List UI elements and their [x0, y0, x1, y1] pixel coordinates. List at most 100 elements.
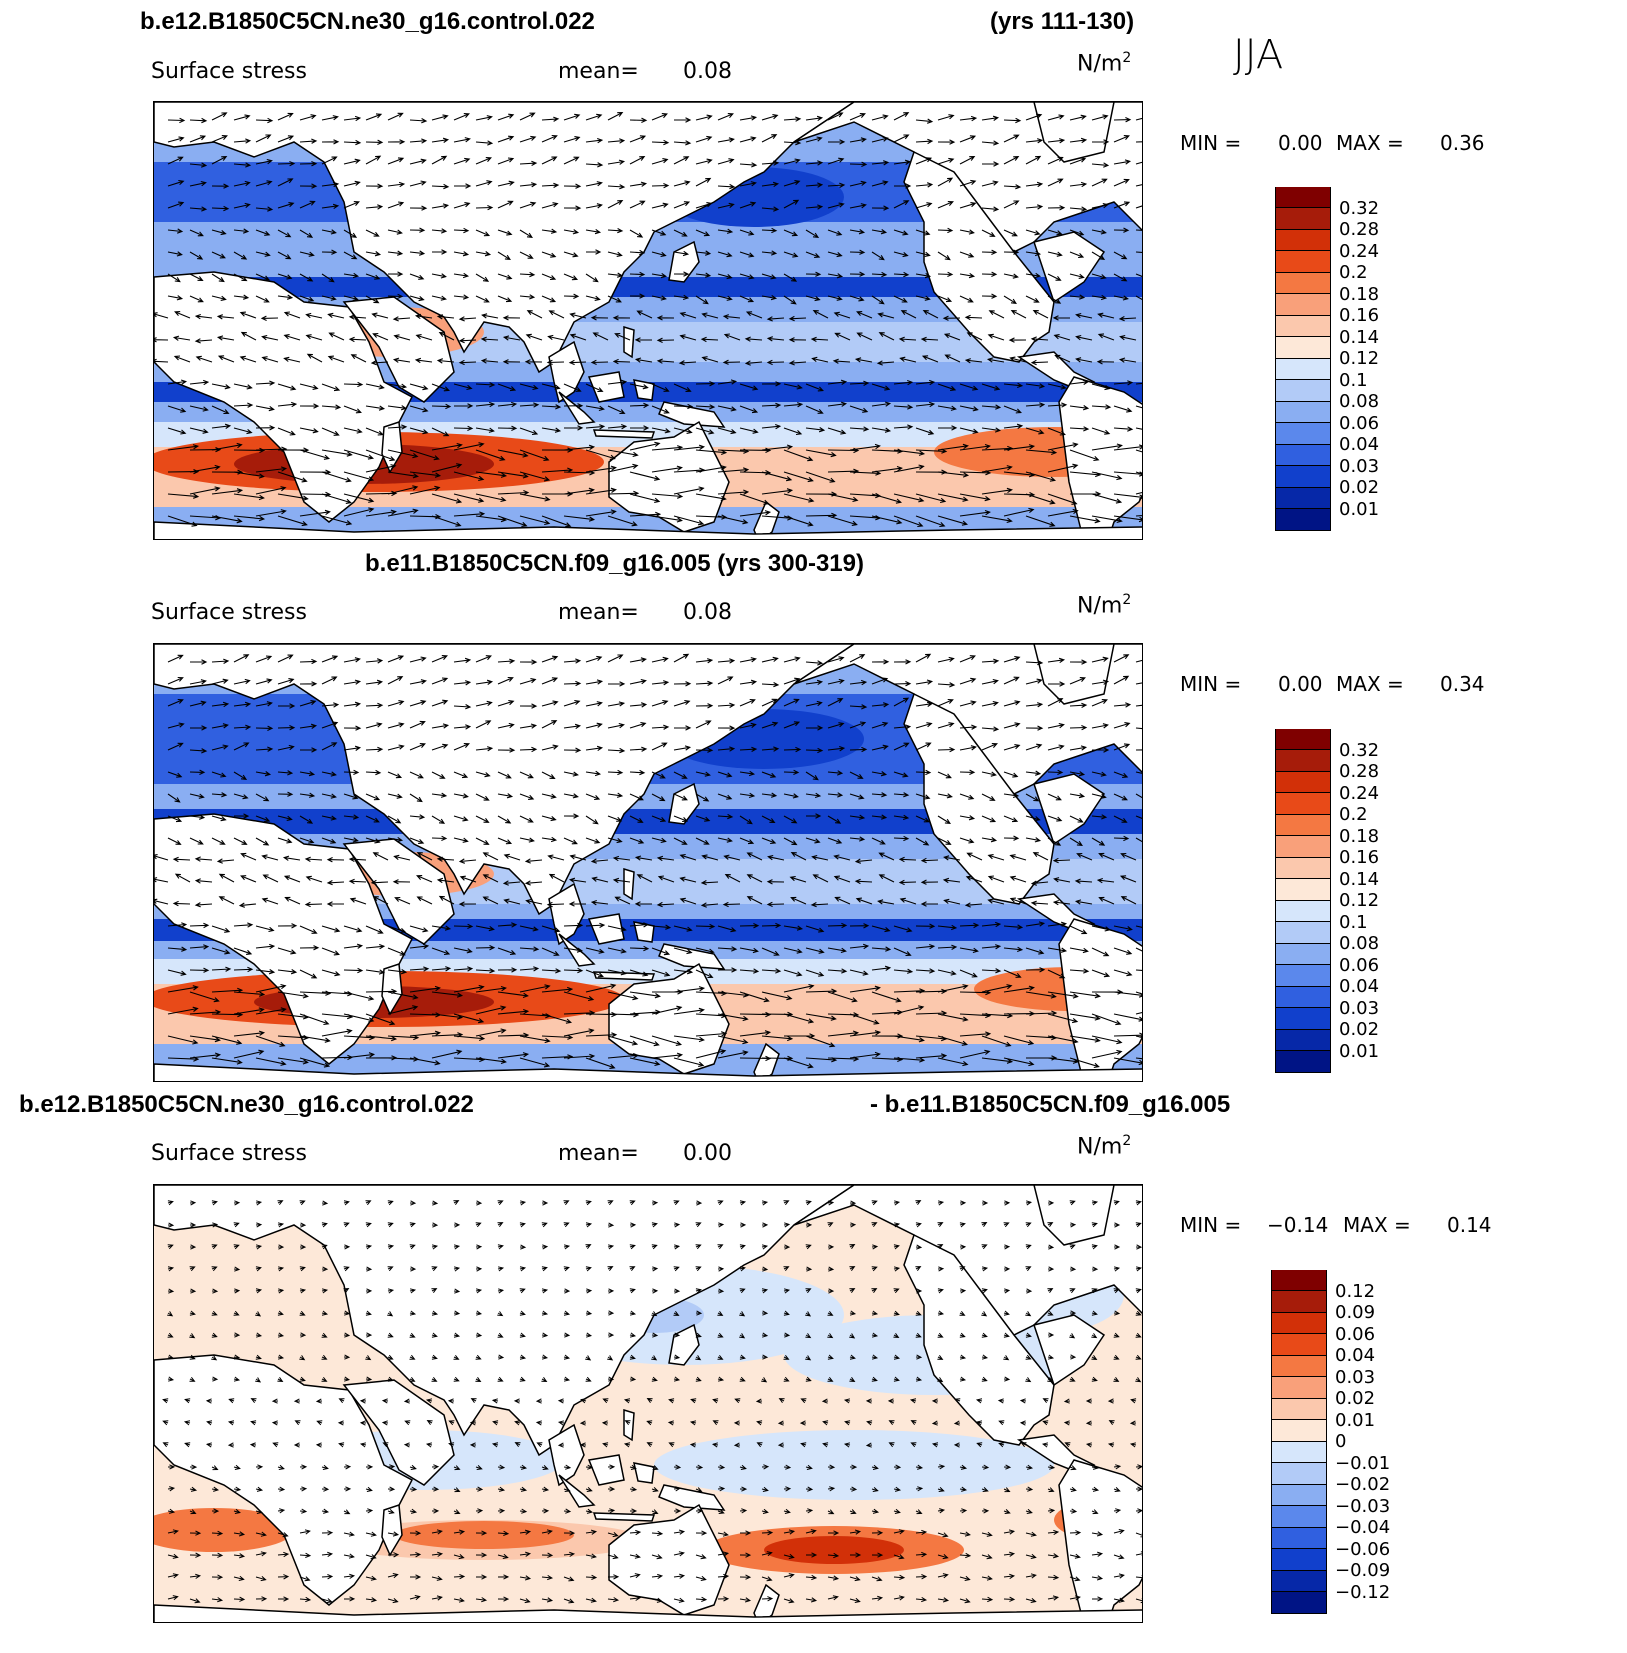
stress-vector-arrow: [1054, 354, 1071, 363]
stress-vector-arrow: [299, 1464, 308, 1470]
stress-vector-arrow: [679, 853, 697, 861]
stress-vector-arrow: [299, 815, 314, 824]
stress-vector-arrow: [1091, 1244, 1098, 1250]
colorbar-swatches: [1271, 1269, 1327, 1614]
stress-vector-arrow: [1113, 1200, 1120, 1206]
stress-vector-arrow: [409, 793, 423, 803]
stress-vector-arrow: [1069, 745, 1088, 751]
stress-vector-arrow: [409, 1244, 416, 1250]
stress-vector-arrow: [557, 1420, 565, 1426]
stress-vector-arrow: [981, 206, 1000, 212]
stress-vector-arrow: [651, 742, 668, 751]
stress-vector-arrow: [695, 1464, 704, 1470]
stress-vector-arrow: [651, 113, 668, 121]
stress-vector-arrow: [189, 1354, 196, 1360]
stress-vector-arrow: [255, 486, 287, 495]
stress-vector-arrow: [651, 1035, 683, 1046]
stress-vector-arrow: [497, 1200, 504, 1206]
stress-vector-arrow: [1047, 1553, 1060, 1559]
stress-vector-arrow: [1025, 493, 1056, 505]
stress-vector-arrow: [189, 922, 210, 929]
stress-vector-arrow: [519, 182, 538, 188]
stress-vector-arrow: [623, 1398, 631, 1404]
colorbar-label: 0.01: [1339, 498, 1380, 520]
colorbar-label: −0.04: [1335, 1517, 1391, 1538]
stress-vector-arrow: [1075, 334, 1093, 341]
stress-vector-arrow: [343, 507, 375, 517]
stress-vector-arrow: [154, 312, 169, 319]
stress-vector-arrow: [1113, 675, 1130, 685]
stress-vector-arrow: [614, 332, 631, 341]
stress-vector-arrow: [524, 880, 543, 886]
stress-vector-arrow: [689, 1420, 697, 1426]
stress-vector-arrow: [871, 515, 903, 525]
stress-vector-arrow: [805, 679, 824, 686]
stress-vector-arrow: [827, 229, 843, 236]
stress-vector-arrow: [915, 1332, 922, 1338]
colorbar-swatch: [1272, 1463, 1326, 1485]
stress-vector-arrow: [783, 273, 798, 282]
stress-vector-arrow: [678, 360, 697, 366]
stress-vector-arrow: [783, 199, 800, 209]
stress-vector-arrow: [392, 879, 411, 885]
stress-vector-arrow: [843, 1442, 851, 1448]
stress-vector-arrow: [893, 1266, 901, 1272]
stress-vector-arrow: [365, 1531, 377, 1537]
stress-vector-arrow: [249, 1442, 257, 1448]
stress-vector-arrow: [893, 449, 926, 456]
stress-vector-arrow: [585, 295, 601, 301]
stress-vector-arrow: [673, 156, 690, 165]
stress-vector-arrow: [646, 1420, 653, 1426]
stress-vector-arrow: [805, 1035, 836, 1048]
stress-vector-arrow: [981, 837, 998, 843]
stress-vector-arrow: [827, 922, 848, 929]
stress-vector-arrow: [1025, 1553, 1037, 1559]
stress-vector-arrow: [739, 837, 755, 845]
stress-vector-arrow: [673, 294, 690, 301]
stress-vector-arrow: [262, 874, 279, 883]
stress-vector-arrow: [1069, 1553, 1081, 1559]
stress-vector-arrow: [217, 355, 235, 363]
stress-vector-arrow: [393, 854, 411, 861]
stress-vector-arrow: [365, 1035, 398, 1042]
stress-vector-arrow: [1113, 793, 1128, 801]
stress-vector-arrow: [844, 1420, 851, 1426]
stress-vector-arrow: [189, 1035, 221, 1043]
stress-vector-arrow: [1135, 491, 1142, 495]
panel3-title-right: - b.e11.B1850C5CN.f09_g16.005: [870, 1091, 1231, 1118]
stress-vector-arrow: [981, 1311, 988, 1317]
stress-vector-arrow: [475, 115, 493, 121]
stress-vector-arrow: [585, 1222, 593, 1228]
stress-vector-arrow: [431, 515, 462, 527]
colorbar-label: 0.03: [1339, 455, 1380, 477]
stress-vector-arrow: [255, 1200, 263, 1206]
stress-vector-arrow: [321, 493, 352, 504]
stress-vector-arrow: [805, 1355, 812, 1361]
stress-vector-arrow: [315, 1398, 323, 1404]
stress-vector-arrow: [915, 653, 932, 663]
stress-vector-arrow: [810, 336, 829, 342]
stress-vector-arrow: [607, 138, 626, 144]
stress-vector-arrow: [211, 815, 227, 822]
panel2-variable-label: Surface stress: [151, 600, 307, 625]
stress-vector-arrow: [1047, 114, 1065, 121]
stress-vector-arrow: [327, 355, 345, 363]
stress-vector-arrow: [937, 656, 955, 663]
stress-vector-arrow: [629, 1595, 642, 1601]
stress-vector-arrow: [585, 137, 604, 144]
stress-vector-arrow: [321, 655, 339, 663]
stress-vector-arrow: [1003, 1376, 1011, 1382]
stress-vector-arrow: [519, 1376, 526, 1382]
stress-vector-arrow: [893, 742, 910, 751]
stress-vector-arrow: [788, 337, 807, 343]
stress-vector-arrow: [607, 1332, 615, 1338]
stress-vector-arrow: [255, 117, 274, 124]
stress-vector-arrow: [893, 134, 910, 143]
stress-vector-arrow: [761, 1508, 769, 1514]
stress-vector-arrow: [739, 679, 758, 685]
stress-vector-arrow: [805, 1376, 812, 1382]
colorbar-swatch: [1276, 272, 1330, 294]
stress-vector-arrow: [636, 874, 653, 883]
stress-vector-arrow: [673, 1266, 680, 1272]
stress-vector-arrow: [1091, 1575, 1104, 1581]
